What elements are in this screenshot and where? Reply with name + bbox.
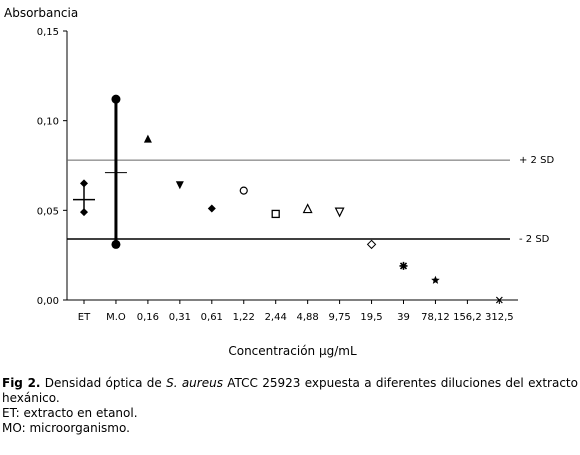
x-tick-label: 19,5 (360, 312, 382, 323)
caption-main: Fig 2. Densidad óptica de S. aureus ATCC… (2, 376, 578, 406)
caption-et-note: ET: extracto en etanol. (2, 406, 138, 420)
data-point-m-o (111, 239, 121, 249)
caption-text-b: ATCC 25923 expuesta a diferentes dilucio… (2, 376, 578, 405)
x-tick-label: 0,16 (137, 312, 159, 323)
chart-axes (63, 30, 518, 304)
x-tick-label: 4,88 (297, 312, 319, 323)
x-tick-label: 156,2 (453, 312, 482, 323)
x-tick-label: 312,5 (485, 312, 514, 323)
data-point-et (80, 179, 88, 188)
chart-labels: 0,00 0,05 0,10 0,15 ET M.O 0,16 0,31 0,61 1,22 2,4… (4, 6, 554, 358)
x-tick-label: ET (78, 312, 91, 323)
figure-caption: Fig 2. Densidad óptica de S. aureus ATCC… (2, 376, 578, 436)
data-point-2-44 (271, 209, 280, 219)
reference-label-lower: - 2 SD (519, 234, 550, 245)
data-point-9-75 (334, 207, 345, 218)
x-tick-label: 2,44 (265, 312, 287, 323)
reference-label-upper: + 2 SD (519, 155, 554, 166)
y-tick-label: 0,15 (37, 27, 59, 38)
data-point-0-31 (175, 181, 184, 190)
caption-organism: S. aureus (166, 376, 223, 390)
x-tick-label: 39 (397, 312, 410, 323)
y-tick-label: 0,10 (37, 117, 59, 128)
caption-fig-label: Fig 2. (2, 376, 41, 390)
reference-lines (67, 159, 510, 240)
chart: 0,00 0,05 0,10 0,15 ET M.O 0,16 0,31 0,61 1,22 2,4… (4, 6, 554, 358)
data-points (80, 94, 503, 304)
caption-mo-note: MO: microorganismo. (2, 421, 130, 435)
data-point-19-5 (366, 239, 377, 250)
data-point-m-o (111, 94, 121, 104)
x-tick-label: 9,75 (328, 312, 350, 323)
y-tick-label: 0,05 (37, 206, 59, 217)
y-axis-title: Absorbancia (4, 6, 78, 20)
data-point-0-61 (207, 204, 216, 213)
x-tick-label: 0,61 (201, 312, 223, 323)
caption-text-a: Densidad óptica de (44, 376, 162, 390)
data-point-1-22 (239, 186, 248, 195)
data-point-et (80, 208, 88, 217)
y-tick-label: 0,00 (37, 296, 59, 307)
error-bars (73, 99, 127, 245)
x-tick-label: M.O (106, 312, 126, 323)
x-tick-label: 78,12 (421, 312, 450, 323)
x-axis-title: Concentración µg/mL (228, 344, 357, 358)
data-point-4-88 (302, 203, 313, 214)
data-point-0-16 (143, 134, 152, 143)
x-tick-label: 1,22 (233, 312, 255, 323)
x-tick-label: 0,31 (169, 312, 191, 323)
data-point-78-12 (431, 275, 440, 284)
data-point-39 (399, 261, 408, 270)
data-point-312-5 (495, 296, 503, 304)
